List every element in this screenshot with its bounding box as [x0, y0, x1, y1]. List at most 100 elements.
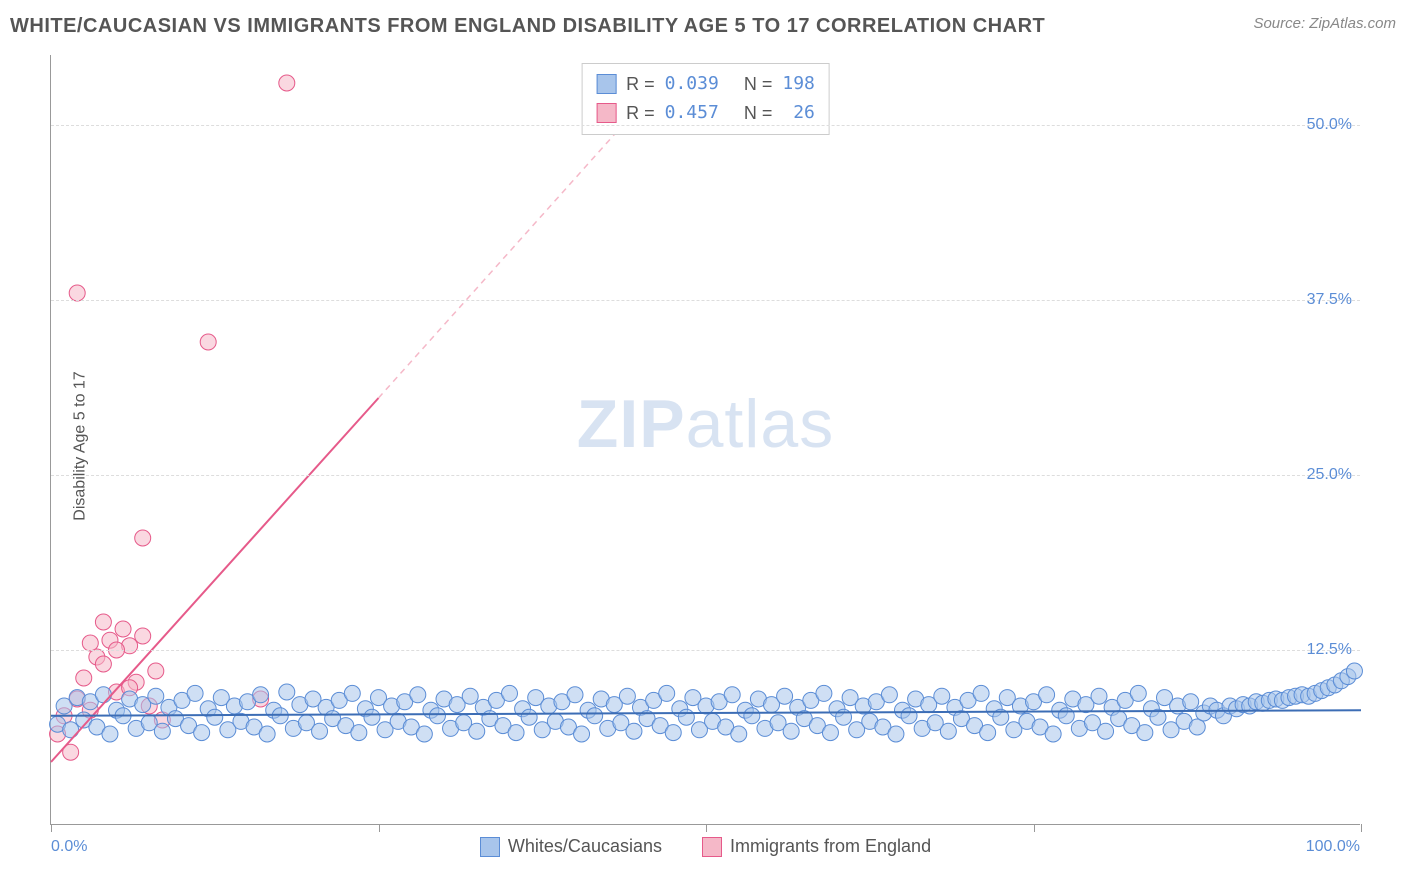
data-point	[777, 688, 793, 704]
stats-swatch-1	[596, 103, 616, 123]
data-point	[154, 723, 170, 739]
data-point	[1058, 708, 1074, 724]
gridline-h	[51, 650, 1360, 651]
data-point	[1130, 685, 1146, 701]
data-point	[783, 723, 799, 739]
xtick-mark	[706, 824, 707, 832]
data-point	[881, 687, 897, 703]
stats-R-label: R =	[626, 70, 655, 99]
ytick-label: 25.0%	[1307, 466, 1352, 484]
data-point	[816, 685, 832, 701]
source-attribution: Source: ZipAtlas.com	[1253, 15, 1396, 32]
title-bar: WHITE/CAUCASIAN VS IMMIGRANTS FROM ENGLA…	[10, 15, 1396, 38]
stats-N-0: 198	[782, 70, 815, 99]
data-point	[279, 75, 295, 91]
data-point	[619, 688, 635, 704]
data-point	[934, 688, 950, 704]
data-point	[344, 685, 360, 701]
data-point	[115, 621, 131, 637]
stats-row-1: R = 0.457 N = 26	[596, 99, 815, 128]
legend-swatch-1	[702, 837, 722, 857]
data-point	[626, 723, 642, 739]
data-point	[665, 725, 681, 741]
data-point	[429, 708, 445, 724]
data-point	[567, 687, 583, 703]
ytick-label: 50.0%	[1307, 116, 1352, 134]
data-point	[731, 726, 747, 742]
data-point	[888, 726, 904, 742]
data-point	[973, 685, 989, 701]
data-point	[148, 663, 164, 679]
data-point	[410, 687, 426, 703]
data-point	[462, 688, 478, 704]
data-point	[822, 725, 838, 741]
data-point	[95, 656, 111, 672]
xtick-mark	[51, 824, 52, 832]
gridline-h	[51, 125, 1360, 126]
data-point	[724, 687, 740, 703]
stats-N-1: 26	[782, 99, 815, 128]
data-point	[207, 709, 223, 725]
data-point	[574, 726, 590, 742]
data-point	[102, 726, 118, 742]
data-point	[1045, 726, 1061, 742]
data-point	[469, 723, 485, 739]
gridline-h	[51, 475, 1360, 476]
data-point	[1137, 725, 1153, 741]
data-point	[1091, 688, 1107, 704]
data-point	[659, 685, 675, 701]
stats-R-1: 0.457	[665, 99, 719, 128]
ytick-label: 12.5%	[1307, 641, 1352, 659]
data-point	[678, 709, 694, 725]
data-point	[521, 709, 537, 725]
gridline-h	[51, 300, 1360, 301]
xtick-label: 0.0%	[51, 838, 87, 856]
xtick-mark	[379, 824, 380, 832]
data-point	[148, 688, 164, 704]
stats-box: R = 0.039 N = 198 R = 0.457 N = 26	[581, 63, 830, 135]
data-point	[312, 723, 328, 739]
stats-R-label: R =	[626, 99, 655, 128]
stats-R-0: 0.039	[665, 70, 719, 99]
data-point	[901, 708, 917, 724]
xtick-label: 100.0%	[1306, 838, 1360, 856]
data-point	[95, 614, 111, 630]
data-point	[259, 726, 275, 742]
data-point	[416, 726, 432, 742]
data-point	[1098, 723, 1114, 739]
stats-row-0: R = 0.039 N = 198	[596, 70, 815, 99]
data-point	[364, 709, 380, 725]
data-point	[502, 685, 518, 701]
xtick-mark	[1361, 824, 1362, 832]
stats-N-label: N =	[744, 99, 773, 128]
plot-area: ZIPatlas R = 0.039 N = 198 R = 0.457 N =…	[50, 55, 1360, 825]
ytick-label: 37.5%	[1307, 291, 1352, 309]
data-point	[200, 334, 216, 350]
data-point	[508, 725, 524, 741]
data-point	[744, 708, 760, 724]
scatter-svg	[51, 55, 1360, 824]
data-point	[1346, 663, 1362, 679]
legend-label-0: Whites/Caucasians	[508, 836, 662, 857]
legend-label-1: Immigrants from England	[730, 836, 931, 857]
data-point	[82, 635, 98, 651]
xtick-mark	[1034, 824, 1035, 832]
data-point	[1183, 694, 1199, 710]
stats-N-label: N =	[744, 70, 773, 99]
data-point	[135, 628, 151, 644]
legend-item-1: Immigrants from England	[702, 836, 931, 857]
legend-item-0: Whites/Caucasians	[480, 836, 662, 857]
data-point	[76, 670, 92, 686]
stats-swatch-0	[596, 74, 616, 94]
data-point	[95, 687, 111, 703]
bottom-legend: Whites/Caucasians Immigrants from Englan…	[51, 836, 1360, 857]
data-point	[587, 708, 603, 724]
data-point	[279, 684, 295, 700]
data-point	[135, 530, 151, 546]
data-point	[187, 685, 203, 701]
legend-swatch-0	[480, 837, 500, 857]
data-point	[253, 687, 269, 703]
data-point	[940, 723, 956, 739]
data-point	[69, 285, 85, 301]
data-point	[194, 725, 210, 741]
